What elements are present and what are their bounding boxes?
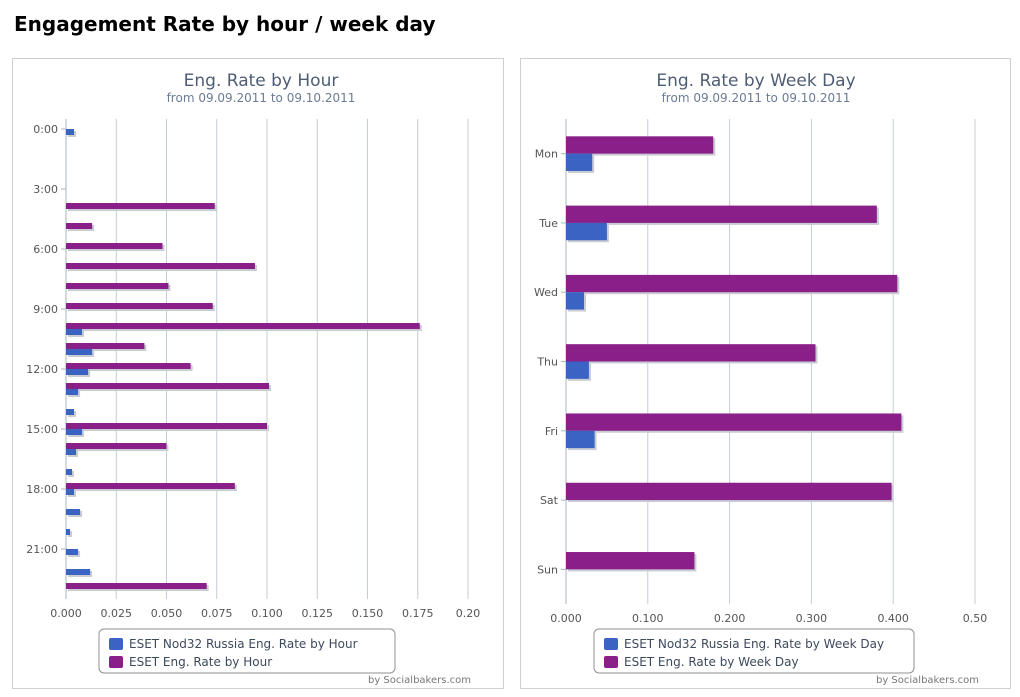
hour-x-tick-label: 0.20 [456, 607, 481, 620]
hour-legend-label: ESET Eng. Rate by Hour [129, 655, 272, 669]
day-x-tick-label: 0.50 [963, 612, 988, 625]
hour-chart-panel: Eng. Rate by Hour from 09.09.2011 to 09.1… [12, 58, 504, 689]
hour-x-tick-label: 0.125 [302, 607, 334, 620]
hour-y-tick-label: 9:00 [33, 303, 58, 316]
hour-x-tick-label: 0.075 [201, 607, 233, 620]
hour-y-tick-label: 12:00 [26, 363, 58, 376]
day-bar [566, 344, 816, 362]
day-y-tick-label: Thu [536, 356, 558, 369]
hour-y-tick-label: 0:00 [33, 123, 58, 136]
day-bar [566, 153, 593, 171]
day-bar [566, 413, 902, 431]
hour-bar [66, 423, 267, 429]
page-title: Engagement Rate by hour / week day [14, 12, 436, 36]
hour-bar [66, 329, 83, 335]
day-x-tick-label: 0.400 [877, 612, 909, 625]
hour-legend-swatch [109, 638, 123, 650]
day-bar [566, 482, 892, 501]
hour-bar [66, 223, 93, 229]
hour-y-tick-label: 3:00 [33, 183, 58, 196]
day-y-tick-label: Sun [537, 563, 558, 576]
day-x-tick-label: 0.100 [632, 612, 664, 625]
weekday-chart-panel: Eng. Rate by Week Day from 09.09.2011 to … [520, 58, 1011, 689]
hour-y-tick-label: 6:00 [33, 243, 58, 256]
hour-bar [66, 303, 213, 309]
hour-y-tick-label: 21:00 [26, 543, 58, 556]
day-legend-label: ESET Eng. Rate by Week Day [624, 655, 799, 669]
hour-legend-swatch [109, 656, 123, 668]
hour-bar [66, 449, 77, 455]
hour-bar [66, 349, 93, 355]
hour-x-tick-label: 0.025 [101, 607, 133, 620]
day-x-tick-label: 0.000 [550, 612, 582, 625]
hour-bar [66, 489, 75, 495]
hour-bar [66, 243, 163, 249]
day-bar [566, 222, 607, 241]
hour-bar [66, 569, 91, 575]
hour-bar [66, 383, 270, 389]
hour-bar [66, 343, 145, 349]
day-y-tick-label: Mon [535, 148, 558, 161]
hour-bar [66, 283, 169, 289]
hour-legend-label: ESET Nod32 Russia Eng. Rate by Hour [129, 637, 358, 651]
day-bar [566, 292, 584, 310]
day-bar [566, 430, 595, 449]
hour-x-tick-label: 0.000 [50, 607, 82, 620]
day-bar [566, 361, 589, 379]
day-bar [566, 274, 898, 293]
hour-bar [66, 443, 167, 449]
hour-credit: by Socialbakers.com [368, 675, 471, 686]
hour-x-tick-label: 0.175 [402, 607, 434, 620]
day-legend-label: ESET Nod32 Russia Eng. Rate by Week Day [624, 637, 884, 651]
hour-bar [66, 483, 235, 489]
hour-y-tick-label: 18:00 [26, 483, 58, 496]
day-y-tick-label: Wed [534, 286, 558, 299]
day-legend-box [593, 628, 915, 674]
hour-bar [66, 129, 75, 135]
hour-bar [66, 263, 255, 269]
day-y-tick-label: Tue [538, 217, 558, 230]
hour-bar [66, 323, 420, 329]
day-x-tick-label: 0.300 [796, 612, 828, 625]
hour-x-tick-label: 0.100 [251, 607, 283, 620]
hour-bar [66, 583, 207, 589]
day-bar [566, 205, 877, 223]
day-legend-swatch [604, 638, 618, 650]
day-bar [566, 552, 695, 570]
day-credit: by Socialbakers.com [876, 675, 979, 686]
hour-bar [66, 509, 81, 515]
day-chart-subtitle: from 09.09.2011 to 09.10.2011 [662, 91, 851, 105]
hour-legend-box [98, 628, 396, 674]
hour-bar [66, 549, 79, 555]
hour-x-tick-label: 0.050 [151, 607, 183, 620]
hour-bar [66, 369, 89, 375]
day-chart-title: Eng. Rate by Week Day [656, 71, 855, 91]
hour-bar [66, 409, 75, 415]
hour-bar [66, 469, 73, 475]
hour-chart-title: Eng. Rate by Hour [184, 71, 339, 91]
hour-bar [66, 529, 71, 535]
day-bar [566, 136, 714, 154]
hour-bar [66, 203, 215, 209]
hour-bar [66, 363, 191, 369]
day-y-tick-label: Fri [545, 425, 558, 438]
day-x-tick-label: 0.200 [714, 612, 746, 625]
day-y-tick-label: Sat [540, 494, 559, 507]
day-legend-swatch [604, 656, 618, 668]
hour-chart-subtitle: from 09.09.2011 to 09.10.2011 [167, 91, 356, 105]
hour-x-tick-label: 0.150 [352, 607, 384, 620]
hour-y-tick-label: 15:00 [26, 423, 58, 436]
hour-bar [66, 389, 79, 395]
hour-bar [66, 429, 83, 435]
